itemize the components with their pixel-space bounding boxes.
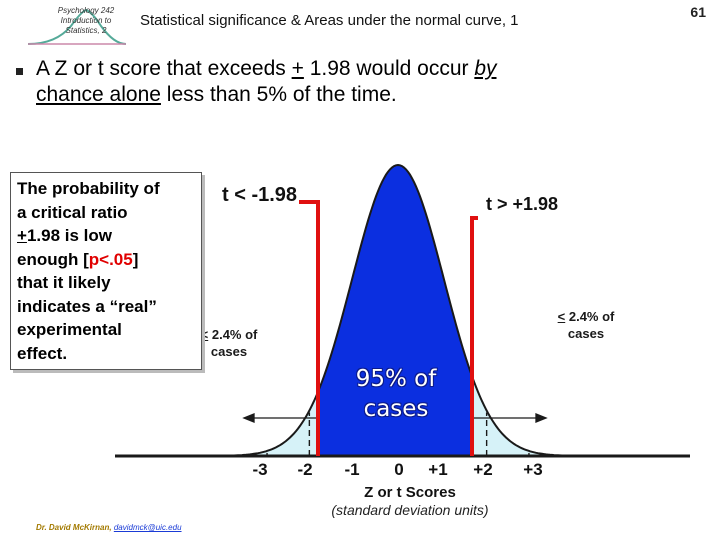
tick-label: -2 <box>297 460 313 479</box>
axis-subtitle: (standard deviation units) <box>331 502 489 518</box>
critical-line-right <box>470 216 478 456</box>
tick-label: +1 <box>428 460 448 479</box>
sd-dashed-lines <box>266 412 530 456</box>
author-email-link[interactable]: davidmck@uic.edu <box>113 523 182 532</box>
right-tail-arrow <box>472 413 548 423</box>
tick-label: +2 <box>473 460 493 479</box>
axis-title: Z or t Scores <box>364 484 456 501</box>
tick-label: -3 <box>252 460 268 479</box>
bullet-text: A Z or t score that exceeds + 1.98 would… <box>36 57 497 106</box>
center-percent-label: 95% of cases <box>355 366 437 422</box>
course-logo-text: Psychology 242 Introduction to Statistic… <box>57 6 115 35</box>
center-95-area <box>318 165 472 456</box>
slide-title: Statistical significance & Areas under t… <box>140 12 519 29</box>
page-number: 61 <box>690 4 706 20</box>
probability-callout: The probability of a critical ratio +1.9… <box>10 172 202 370</box>
tick-label: 0 <box>394 460 404 479</box>
left-tail-area <box>170 391 318 456</box>
footer: Dr. David McKirnan, davidmck@uic.edu <box>36 523 182 532</box>
tick-label: +3 <box>523 460 543 479</box>
right-tail-area <box>472 376 626 456</box>
author-name: Dr. David McKirnan, <box>36 523 112 532</box>
t-right-label: t > +1.98 <box>484 194 561 215</box>
left-tail-arrow <box>242 413 316 423</box>
t-left-label: t < -1.98 <box>220 184 300 207</box>
tick-label: -1 <box>344 460 360 479</box>
right-tail-percent-label: < 2.4% of cases <box>538 308 634 342</box>
course-logo <box>27 8 127 45</box>
bullet-marker <box>16 68 23 75</box>
